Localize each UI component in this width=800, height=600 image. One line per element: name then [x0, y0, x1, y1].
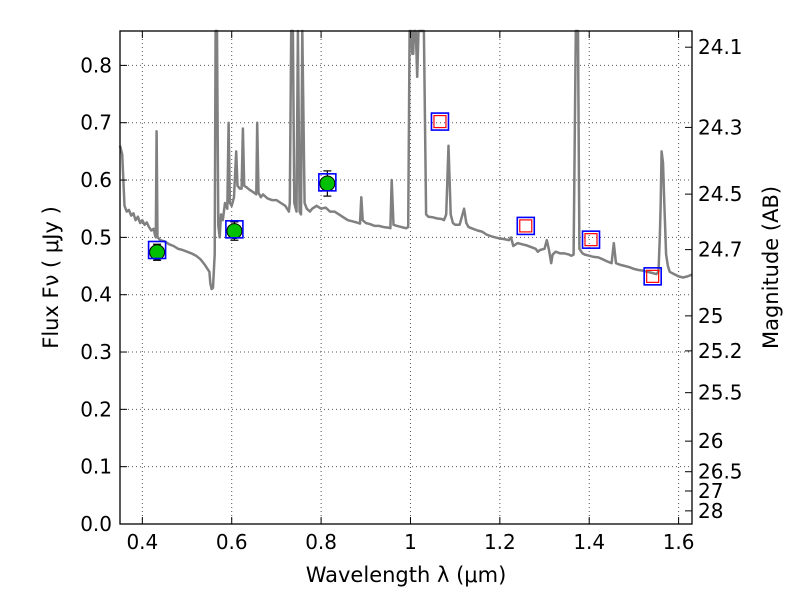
y-tick-label: 0.2 — [80, 397, 112, 421]
model-band-square — [581, 230, 601, 249]
y-tick-label: 0.8 — [80, 53, 112, 77]
x-tick-label: 0.8 — [305, 530, 337, 554]
y2-tick-label: 24.1 — [698, 35, 743, 59]
model-band-square — [516, 216, 536, 236]
observed-point — [226, 223, 243, 240]
y-tick-label: 0.5 — [80, 225, 112, 249]
y-tick-label: 0.6 — [80, 168, 112, 192]
x-axis-label: Wavelength λ (μm) — [306, 563, 507, 587]
grid-lines — [120, 31, 692, 525]
observed-point — [149, 244, 166, 261]
y2-tick-label: 24.7 — [698, 238, 743, 262]
y2-tick-label: 25.2 — [698, 339, 743, 363]
y-axis-label: Flux Fν ( μJy ) — [39, 206, 63, 349]
y2-tick-label: 27 — [698, 479, 723, 503]
y-tick-label: 0.4 — [80, 283, 112, 307]
x-tick-label: 1.6 — [663, 530, 695, 554]
y2-tick-label: 26 — [698, 429, 723, 453]
x-tick-label: 0.4 — [126, 530, 158, 554]
model-band-square — [147, 240, 167, 260]
axis-ticks: 0.4 0.6 0.8 1 1.2 1.4 1.6 0.0 0.1 0.2 0.3 0.4 0.5 0.6… — [80, 31, 743, 554]
y2-tick-label: 24.3 — [698, 115, 743, 139]
observed-point — [319, 175, 336, 192]
y-tick-label: 0.1 — [80, 455, 112, 479]
model-band-square — [643, 267, 662, 286]
y2-tick-label: 24.5 — [698, 182, 743, 206]
model-band-square — [318, 173, 337, 192]
nir-inner-square — [646, 269, 660, 283]
y-tick-label: 0.0 — [80, 512, 112, 536]
data-points — [147, 112, 662, 286]
plot-frame — [119, 30, 693, 525]
model-band-square — [430, 112, 450, 131]
x-tick-label: 0.6 — [216, 530, 248, 554]
y-tick-label: 0.3 — [80, 340, 112, 364]
y2-tick-label: 26.5 — [698, 460, 743, 484]
y2-tick-label: 25.5 — [698, 381, 743, 405]
nir-inner-square — [519, 219, 533, 233]
model-spectrum — [118, 29, 693, 291]
x-tick-label: 1 — [404, 530, 417, 554]
x-tick-label: 1.2 — [484, 530, 516, 554]
y2-tick-label: 25 — [698, 304, 723, 328]
nir-inner-square — [433, 114, 447, 129]
nir-inner-square — [584, 233, 598, 247]
x-tick-label: 1.4 — [573, 530, 605, 554]
model-band-square — [225, 220, 244, 239]
y2-tick-label: 28 — [698, 499, 723, 523]
spectrum-line — [118, 29, 693, 291]
y2-axis-label: Magnitude (AB) — [759, 186, 783, 349]
y-tick-label: 0.7 — [80, 111, 112, 135]
